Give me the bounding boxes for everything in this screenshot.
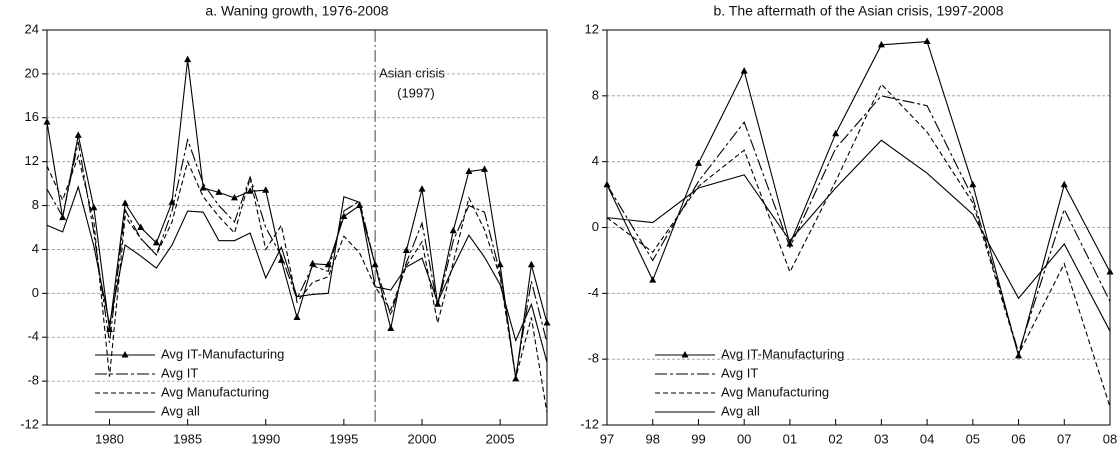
- marker: [512, 374, 520, 382]
- marker: [74, 131, 82, 138]
- y-tick-label: -8: [27, 373, 39, 388]
- annotation: Asian crisis: [379, 65, 445, 80]
- legend-marker: [121, 351, 129, 358]
- marker: [1106, 267, 1114, 275]
- marker: [184, 55, 192, 63]
- y-tick-label: -12: [580, 416, 599, 431]
- y-tick-label: 12: [25, 153, 39, 168]
- x-tick-label: 06: [1011, 431, 1025, 446]
- legend-label: Avg all: [161, 403, 200, 418]
- y-tick-label: 20: [25, 65, 39, 80]
- marker: [246, 187, 254, 194]
- series-line: [606, 40, 1111, 359]
- marker: [923, 37, 931, 45]
- x-tick-label: 02: [828, 431, 842, 446]
- x-tick-label: 03: [874, 431, 888, 446]
- legend-label: Avg Manufacturing: [721, 384, 829, 399]
- marker: [418, 185, 426, 192]
- marker: [496, 260, 504, 268]
- x-tick-label: 00: [737, 431, 751, 446]
- marker: [215, 188, 223, 195]
- marker: [137, 223, 145, 230]
- marker: [152, 238, 160, 246]
- marker: [121, 199, 129, 206]
- x-tick-label: 2005: [486, 431, 515, 446]
- legend-label: Avg IT-Manufacturing: [161, 346, 284, 361]
- x-tick-label: 99: [691, 431, 705, 446]
- marker: [262, 186, 270, 193]
- marker: [199, 184, 207, 191]
- series-line: [46, 185, 548, 363]
- marker: [402, 246, 410, 254]
- chart-title: b. The aftermath of the Asian crisis, 19…: [713, 3, 1003, 19]
- y-tick-label: 24: [25, 21, 39, 36]
- x-tick-label: 05: [966, 431, 980, 446]
- series-line: [606, 83, 1111, 408]
- x-tick-label: 1985: [173, 431, 202, 446]
- marker: [277, 256, 285, 263]
- legend-label: Avg IT: [161, 365, 198, 380]
- x-tick-label: 1990: [251, 431, 280, 446]
- marker: [231, 193, 238, 201]
- legend-marker: [681, 351, 689, 358]
- y-tick-label: 12: [585, 21, 599, 36]
- y-tick-label: 4: [592, 153, 599, 168]
- marker: [527, 260, 535, 268]
- marker: [786, 239, 794, 247]
- y-tick-label: 0: [592, 219, 599, 234]
- marker: [481, 165, 488, 172]
- y-tick-label: -12: [20, 416, 39, 431]
- marker: [649, 276, 657, 283]
- marker: [90, 203, 98, 211]
- x-tick-label: 1980: [95, 431, 124, 446]
- series-line: [46, 154, 548, 414]
- x-tick-label: 04: [920, 431, 934, 446]
- marker: [969, 180, 977, 188]
- y-tick-label: 8: [592, 87, 599, 102]
- x-tick-label: 08: [1103, 431, 1117, 446]
- legend-label: Avg Manufacturing: [161, 384, 269, 399]
- marker: [449, 226, 457, 234]
- marker: [387, 324, 395, 331]
- legend-label: Avg all: [721, 403, 760, 418]
- chart-title: a. Waning growth, 1976-2008: [205, 3, 388, 19]
- marker: [1060, 180, 1068, 188]
- marker: [293, 313, 301, 320]
- x-tick-label: 1995: [329, 431, 358, 446]
- plot-frame: [46, 29, 548, 426]
- y-tick-label: -8: [587, 351, 599, 366]
- marker: [694, 159, 702, 166]
- x-tick-label: 2000: [408, 431, 437, 446]
- marker: [309, 259, 317, 267]
- y-tick-label: 4: [32, 241, 39, 256]
- series-line: [606, 139, 1111, 332]
- marker: [740, 67, 748, 74]
- series-line: [46, 59, 548, 379]
- y-tick-label: 0: [32, 285, 39, 300]
- series-line: [606, 95, 1111, 355]
- y-tick-label: 16: [25, 109, 39, 124]
- marker: [543, 318, 551, 326]
- x-tick-label: 01: [783, 431, 797, 446]
- marker: [603, 180, 611, 188]
- legend-label: Avg IT: [721, 365, 758, 380]
- y-tick-label: 8: [32, 197, 39, 212]
- marker: [465, 167, 473, 175]
- y-tick-label: -4: [27, 329, 39, 344]
- legend-label: Avg IT-Manufacturing: [721, 346, 844, 361]
- marker: [832, 129, 840, 137]
- y-tick-label: -4: [587, 285, 599, 300]
- annotation: (1997): [397, 85, 435, 100]
- x-tick-label: 97: [600, 431, 614, 446]
- plot-frame: [606, 29, 1111, 426]
- marker: [877, 40, 885, 48]
- marker: [43, 118, 51, 125]
- x-tick-label: 98: [645, 431, 659, 446]
- x-tick-label: 07: [1057, 431, 1071, 446]
